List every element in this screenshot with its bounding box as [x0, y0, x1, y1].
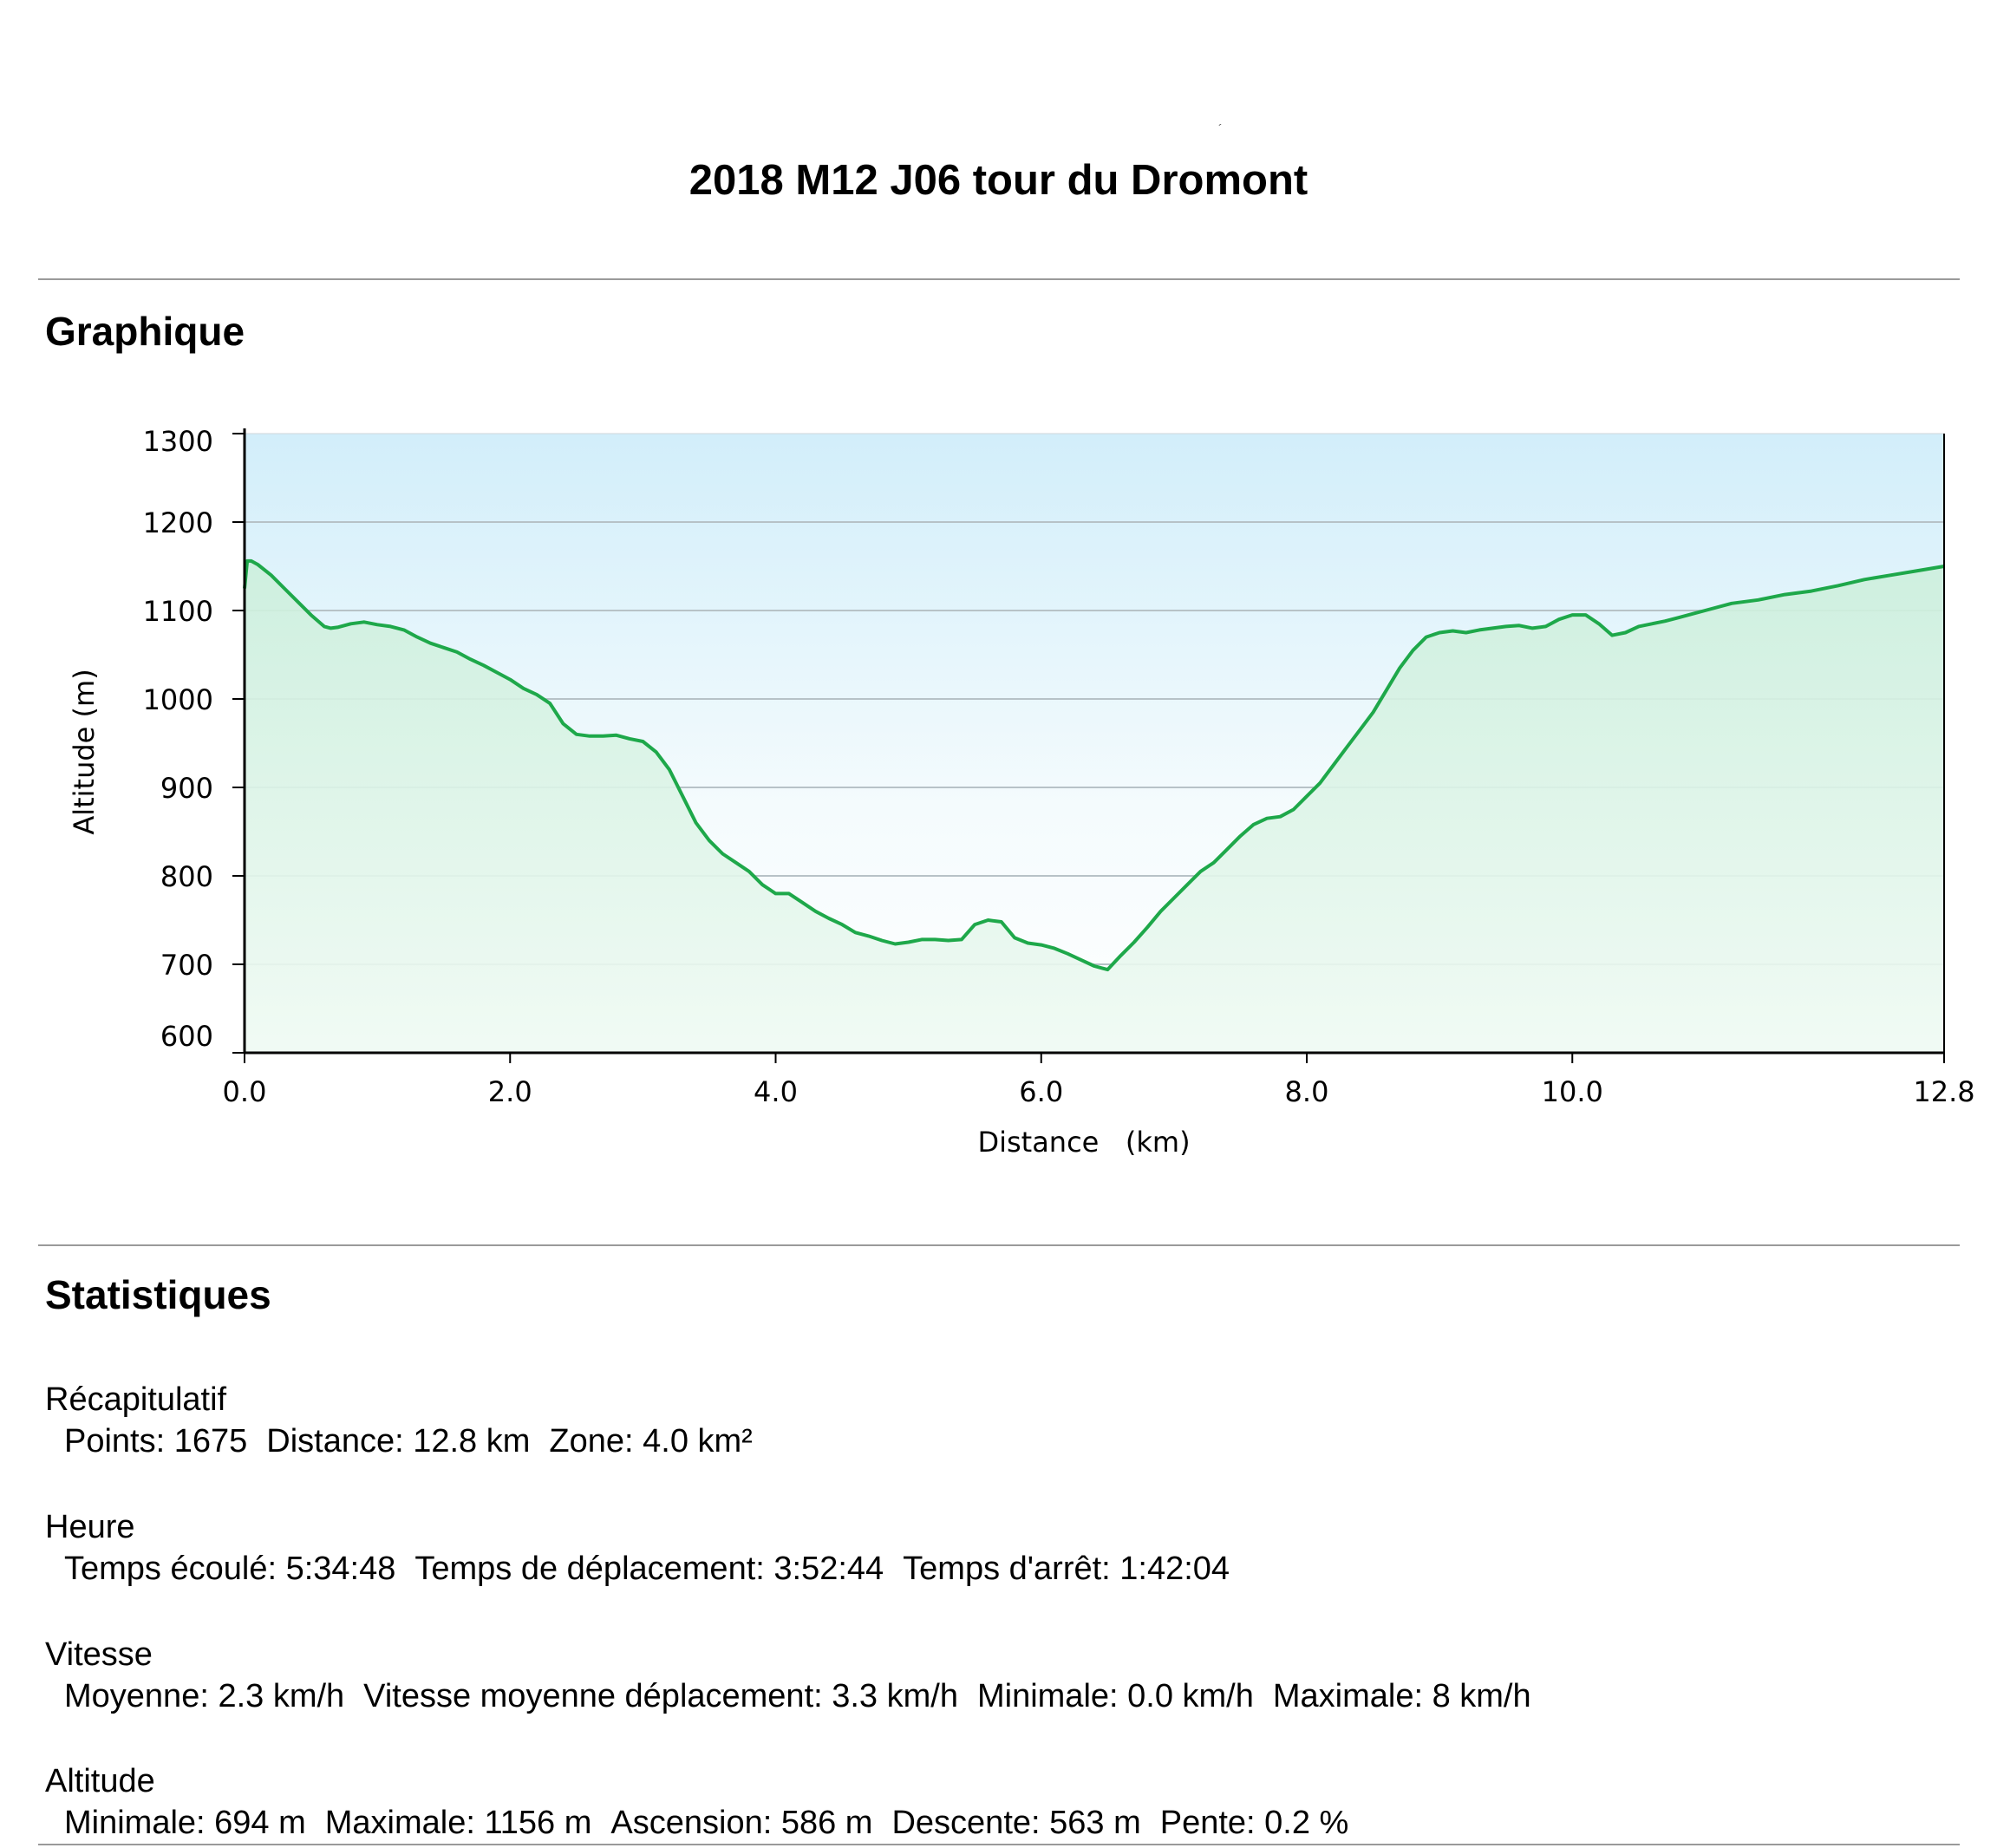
stats-heading: Statistiques — [45, 1272, 271, 1317]
stats-summary: Récapitulatif Points: 1675 Distance: 12.8… — [45, 1379, 772, 1462]
divider-bottom — [38, 1844, 1960, 1845]
x-tick-label: 6.0 — [1019, 1075, 1063, 1108]
x-tick-label: 4.0 — [754, 1075, 798, 1108]
ticks-layer: 600 700 800 900 1000 1100 1200 1300 0.0 2.0 4.0 6.0… — [143, 425, 1975, 1108]
stats-time: Heure Temps écoulé: 5:34:48 Temps de dépl… — [45, 1506, 1249, 1590]
stats-speed: Vitesse Moyenne: 2.3 km/h Vitesse moyenne… — [45, 1634, 1550, 1717]
stat-min-speed: Minimale: 0.0 km/h — [976, 1678, 1254, 1714]
stat-stopped-time: Temps d'arrêt: 1:42:04 — [903, 1551, 1230, 1587]
stats-summary-heading: Récapitulatif — [45, 1381, 227, 1418]
page-title: 2018 M12 J06 tour du Dromont — [689, 157, 1308, 204]
x-axis-label: Distance (km) — [977, 1126, 1190, 1159]
stats-altitude-heading: Altitude — [45, 1763, 155, 1799]
y-tick-label: 700 — [160, 949, 213, 982]
stat-ascent: Ascension: 586 m — [610, 1805, 873, 1841]
y-axis-label: Altitude (m) — [68, 669, 101, 834]
stats-time-heading: Heure — [45, 1509, 135, 1545]
y-tick-label: 1000 — [143, 683, 213, 716]
stats-altitude-values: Minimale: 694 m Maximale: 1156 m Ascension… — [45, 1802, 1367, 1844]
stat-descent: Descente: 563 m — [891, 1805, 1141, 1841]
axes-layer — [243, 428, 1945, 1063]
stat-distance: Distance: 12.8 km — [266, 1423, 531, 1459]
y-tick-label: 1300 — [143, 425, 213, 458]
elevation-line — [243, 558, 1945, 972]
y-tick-label: 1100 — [143, 595, 213, 628]
stat-max-speed: Maximale: 8 km/h — [1272, 1678, 1531, 1714]
x-tick-label: 2.0 — [488, 1075, 532, 1108]
y-tick-label: 900 — [160, 772, 213, 805]
stat-slope: Pente: 0.2 % — [1159, 1805, 1349, 1841]
divider-middle — [38, 1244, 1960, 1246]
stats-speed-heading: Vitesse — [45, 1636, 153, 1673]
stat-points: Points: 1675 — [64, 1423, 248, 1459]
stray-mark: ´ — [1218, 121, 1223, 135]
elevation-chart: 600 700 800 900 1000 1100 1200 1300 0.0 2.0 4.0 6.0… — [68, 425, 1975, 1159]
stats-summary-values: Points: 1675 Distance: 12.8 km Zone: 4.0 k… — [45, 1420, 772, 1462]
graph-heading: Graphique — [45, 309, 245, 354]
data-layer — [243, 558, 1945, 1053]
x-tick-label: 8.0 — [1285, 1075, 1329, 1108]
stats-altitude: Altitude Minimale: 694 m Maximale: 1156 m… — [45, 1760, 1367, 1844]
x-tick-label: 10.0 — [1542, 1075, 1603, 1108]
stat-moving-time: Temps de déplacement: 3:52:44 — [414, 1551, 884, 1587]
stat-elapsed-time: Temps écoulé: 5:34:48 — [64, 1551, 396, 1587]
y-tick-label: 600 — [160, 1020, 213, 1053]
y-tick-label: 1200 — [143, 506, 213, 539]
stat-min-altitude: Minimale: 694 m — [64, 1805, 306, 1841]
stats-time-values: Temps écoulé: 5:34:48 Temps de déplacemen… — [45, 1548, 1249, 1590]
y-tick-label: 800 — [160, 860, 213, 893]
x-tick-label: 12.8 — [1913, 1075, 1974, 1108]
elevation-area — [245, 560, 1944, 1053]
stat-average-speed: Moyenne: 2.3 km/h — [64, 1678, 345, 1714]
stats-speed-values: Moyenne: 2.3 km/h Vitesse moyenne déplace… — [45, 1675, 1550, 1717]
stat-zone: Zone: 4.0 km² — [549, 1423, 753, 1459]
x-tick-label: 0.0 — [223, 1075, 267, 1108]
divider-top — [38, 278, 1960, 280]
stat-moving-speed: Vitesse moyenne déplacement: 3.3 km/h — [363, 1678, 958, 1714]
stat-max-altitude: Maximale: 1156 m — [324, 1805, 592, 1841]
